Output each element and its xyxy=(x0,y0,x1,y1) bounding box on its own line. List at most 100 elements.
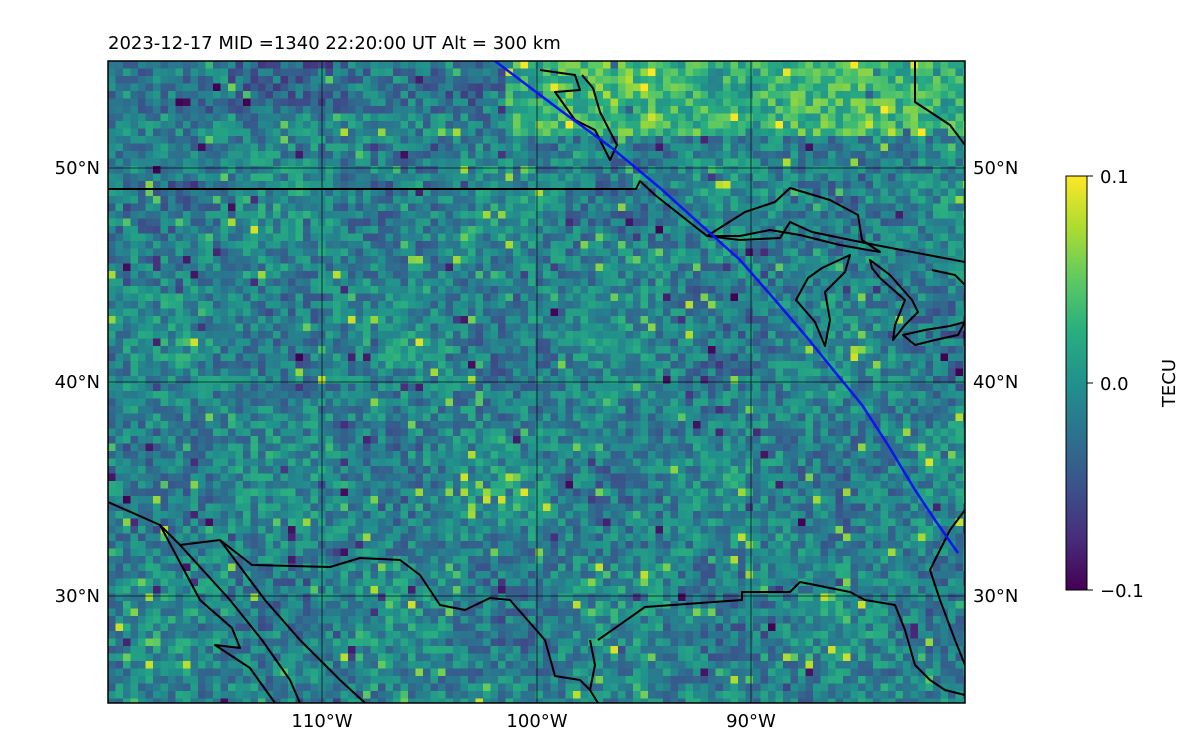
tec-cell xyxy=(183,98,192,107)
tec-cell xyxy=(895,166,904,175)
tec-cell xyxy=(258,323,267,332)
tec-cell xyxy=(340,196,349,205)
tec-cell xyxy=(715,91,724,100)
tec-cell xyxy=(160,368,169,377)
tec-cell xyxy=(580,143,589,152)
tec-cell xyxy=(625,91,634,100)
tec-cell xyxy=(708,353,717,362)
tec-cell xyxy=(513,151,522,160)
tec-cell xyxy=(325,76,334,85)
tec-cell xyxy=(678,143,687,152)
tec-cell xyxy=(205,76,214,85)
tec-cell xyxy=(730,91,739,100)
tec-cell xyxy=(580,151,589,160)
tec-cell xyxy=(430,136,439,145)
tec-cell xyxy=(535,226,544,235)
tec-cell xyxy=(723,106,732,115)
tec-cell xyxy=(903,286,912,295)
tec-cell xyxy=(513,293,522,302)
tec-cell xyxy=(813,263,822,272)
tec-cell xyxy=(160,76,169,85)
tec-cell xyxy=(243,263,252,272)
tec-cell xyxy=(363,233,372,242)
tec-cell xyxy=(760,376,769,385)
tec-cell xyxy=(153,113,162,122)
tec-cell xyxy=(303,136,312,145)
tec-cell xyxy=(475,218,484,227)
tec-cell xyxy=(850,98,859,107)
tec-cell xyxy=(348,151,357,160)
tec-cell xyxy=(768,331,777,340)
tec-cell xyxy=(610,338,619,347)
tec-cell xyxy=(115,218,124,227)
tec-cell xyxy=(295,226,304,235)
tec-cell xyxy=(513,173,522,182)
tec-cell xyxy=(760,173,769,182)
tec-cell xyxy=(243,331,252,340)
tec-cell xyxy=(468,166,477,175)
tec-cell xyxy=(438,113,447,122)
tec-cell xyxy=(580,233,589,242)
tec-cell xyxy=(633,323,642,332)
tec-cell xyxy=(595,113,604,122)
tec-cell xyxy=(588,181,597,190)
tec-cell xyxy=(408,166,417,175)
tec-cell xyxy=(400,151,409,160)
tec-cell xyxy=(910,368,919,377)
tec-cell xyxy=(603,286,612,295)
tec-cell xyxy=(333,128,342,137)
tec-cell xyxy=(775,173,784,182)
tec-cell xyxy=(228,308,237,317)
tec-cell xyxy=(273,316,282,325)
tec-cell xyxy=(183,166,192,175)
tec-cell xyxy=(865,263,874,272)
tec-cell xyxy=(475,158,484,167)
tec-cell xyxy=(880,158,889,167)
tec-cell xyxy=(835,188,844,197)
tec-cell xyxy=(445,346,454,355)
tec-cell xyxy=(243,91,252,100)
tec-cell xyxy=(483,196,492,205)
tec-cell xyxy=(145,83,154,92)
tec-cell xyxy=(123,113,132,122)
tec-cell xyxy=(378,218,387,227)
tec-cell xyxy=(295,263,304,272)
tec-cell xyxy=(730,218,739,227)
tec-cell xyxy=(640,316,649,325)
tec-cell xyxy=(708,346,717,355)
tec-cell xyxy=(355,98,364,107)
tec-cell xyxy=(858,338,867,347)
tec-cell xyxy=(280,188,289,197)
tec-cell xyxy=(528,128,537,137)
tec-cell xyxy=(828,278,837,287)
tec-cell xyxy=(198,263,207,272)
tec-cell xyxy=(595,263,604,272)
tec-cell xyxy=(288,218,297,227)
tec-cell xyxy=(543,248,552,257)
tec-cell xyxy=(438,68,447,77)
tec-cell xyxy=(273,308,282,317)
tec-cell xyxy=(153,98,162,107)
tec-cell xyxy=(573,113,582,122)
tec-cell xyxy=(948,61,957,70)
tec-cell xyxy=(693,256,702,265)
tec-cell xyxy=(700,301,709,310)
tec-cell xyxy=(813,158,822,167)
tec-cell xyxy=(760,211,769,220)
tec-cell xyxy=(595,361,604,370)
tec-cell xyxy=(858,113,867,122)
tec-cell xyxy=(520,203,529,212)
tec-cell xyxy=(160,248,169,257)
tec-cell xyxy=(220,83,229,92)
tec-cell xyxy=(378,143,387,152)
tec-cell xyxy=(535,158,544,167)
tec-cell xyxy=(213,361,222,370)
tec-cell xyxy=(738,121,747,130)
tec-cell xyxy=(753,368,762,377)
tec-cell xyxy=(130,98,139,107)
tec-cell xyxy=(580,203,589,212)
tec-cell xyxy=(603,211,612,220)
tec-cell xyxy=(550,196,559,205)
tec-cell xyxy=(138,188,147,197)
tec-cell xyxy=(265,286,274,295)
